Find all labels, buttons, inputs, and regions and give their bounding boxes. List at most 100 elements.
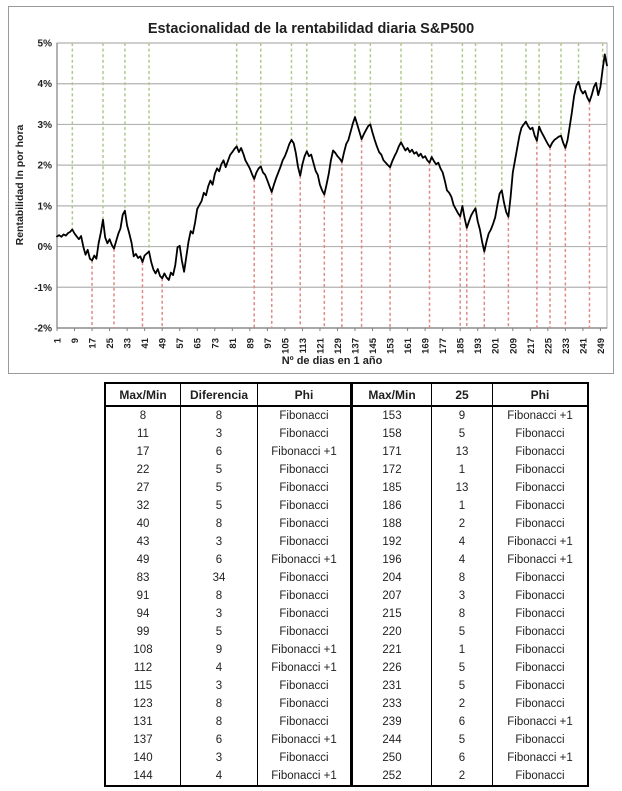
- table-cell: 220: [350, 623, 432, 641]
- table-cell: Fibonacci: [492, 461, 588, 479]
- table-cell: Fibonacci: [492, 767, 588, 786]
- table-cell: Fibonacci +1: [257, 443, 352, 461]
- x-tick-label: 89: [245, 338, 256, 349]
- table-cell: 131: [104, 713, 181, 731]
- table-cell: 5: [180, 479, 258, 497]
- x-axis-title: Nº de dias en 1 año: [282, 355, 383, 367]
- table-cell: 158: [350, 425, 432, 443]
- table-cell: 2: [431, 767, 493, 786]
- table-cell: 186: [350, 497, 432, 515]
- series-line: [56, 53, 608, 281]
- table-cell: 49: [104, 551, 181, 569]
- table-cell: Fibonacci +1: [257, 641, 352, 659]
- table-header-cell: Phi: [257, 383, 352, 407]
- y-tick-label: 4%: [38, 79, 53, 90]
- x-tick-label: 57: [175, 338, 186, 349]
- table-cell: 4: [180, 659, 258, 677]
- table-cell: Fibonacci: [257, 605, 352, 623]
- table-cell: 137: [104, 731, 181, 749]
- table-row: 112 4 Fibonacci +1 226 5 Fibonacci: [104, 659, 588, 677]
- x-tick-label: 97: [263, 338, 274, 349]
- x-tick-label: 161: [403, 337, 414, 354]
- table-row: 144 4 Fibonacci +1 252 2 Fibonacci: [104, 767, 588, 786]
- table-row: 27 5 Fibonacci 185 13 Fibonacci: [104, 479, 588, 497]
- table-cell: Fibonacci +1: [492, 406, 588, 425]
- x-tick-label: 145: [368, 337, 379, 354]
- table-cell: 3: [180, 425, 258, 443]
- x-tick-label: 49: [158, 338, 169, 349]
- x-tick-label: 185: [456, 337, 467, 354]
- table-cell: Fibonacci: [257, 425, 352, 443]
- x-tick-label: 249: [596, 338, 607, 354]
- table-cell: Fibonacci: [492, 641, 588, 659]
- table-row: 94 3 Fibonacci 215 8 Fibonacci: [104, 605, 588, 623]
- x-tick-label: 65: [193, 337, 204, 348]
- y-tick-label: 3%: [38, 120, 53, 131]
- table-row: 22 5 Fibonacci 172 1 Fibonacci: [104, 461, 588, 479]
- table-cell: 2: [431, 695, 493, 713]
- table-cell: 112: [104, 659, 181, 677]
- table-cell: Fibonacci: [257, 713, 352, 731]
- table-cell: Fibonacci +1: [492, 551, 588, 569]
- x-tick-label: 121: [315, 337, 326, 354]
- table-cell: Fibonacci: [492, 623, 588, 641]
- y-tick-label: 5%: [38, 39, 53, 50]
- table-cell: 3: [180, 677, 258, 695]
- table-cell: Fibonacci: [257, 479, 352, 497]
- table-cell: 3: [431, 587, 493, 605]
- table-cell: 8: [180, 587, 258, 605]
- x-tick-label: 73: [210, 338, 221, 349]
- x-tick-label: 209: [508, 338, 519, 354]
- table-cell: 5: [431, 623, 493, 641]
- table-cell: 1: [431, 461, 493, 479]
- table-cell: 123: [104, 695, 181, 713]
- table-cell: 8: [180, 406, 258, 425]
- table-cell: 4: [431, 533, 493, 551]
- table-cell: 226: [350, 659, 432, 677]
- table-cell: 13: [431, 479, 493, 497]
- x-tick-label: 25: [105, 337, 116, 348]
- table-cell: Fibonacci: [492, 659, 588, 677]
- table-cell: 192: [350, 533, 432, 551]
- table-cell: 32: [104, 497, 181, 515]
- table-cell: 6: [431, 749, 493, 767]
- table-cell: 250: [350, 749, 432, 767]
- table-cell: 11: [104, 425, 181, 443]
- x-tick-label: 233: [561, 338, 572, 354]
- table-row: 140 3 Fibonacci 250 6 Fibonacci +1: [104, 749, 588, 767]
- table-cell: 196: [350, 551, 432, 569]
- table-cell: 3: [180, 749, 258, 767]
- table-cell: 5: [431, 731, 493, 749]
- table-cell: 1: [431, 497, 493, 515]
- table-cell: 6: [180, 443, 258, 461]
- table-row: 40 8 Fibonacci 188 2 Fibonacci: [104, 515, 588, 533]
- table-row: 131 8 Fibonacci 239 6 Fibonacci +1: [104, 713, 588, 731]
- table-row: 99 5 Fibonacci 220 5 Fibonacci: [104, 623, 588, 641]
- table-cell: Fibonacci: [257, 695, 352, 713]
- table-cell: 153: [350, 406, 432, 425]
- table-cell: 40: [104, 515, 181, 533]
- table-cell: Fibonacci: [257, 461, 352, 479]
- table-cell: 6: [431, 713, 493, 731]
- table-cell: 171: [350, 443, 432, 461]
- table-cell: Fibonacci: [257, 515, 352, 533]
- table-cell: Fibonacci: [492, 587, 588, 605]
- table-cell: 22: [104, 461, 181, 479]
- table-row: 137 6 Fibonacci +1 244 5 Fibonacci: [104, 731, 588, 749]
- table-cell: 115: [104, 677, 181, 695]
- table-cell: 140: [104, 749, 181, 767]
- table-cell: 3: [180, 605, 258, 623]
- table-cell: 43: [104, 533, 181, 551]
- table-cell: 204: [350, 569, 432, 587]
- x-tick-label: 169: [421, 338, 432, 354]
- x-tick-label: 17: [88, 338, 99, 349]
- table-cell: 8: [180, 515, 258, 533]
- table-cell: 4: [180, 767, 258, 786]
- table-cell: 188: [350, 515, 432, 533]
- x-tick-label: 241: [578, 337, 589, 354]
- table-cell: 27: [104, 479, 181, 497]
- table-cell: Fibonacci: [257, 497, 352, 515]
- plot-area: 5% 4% 3% 2% 1% 0% -1% -2%1 9 17 25 33 41 49 57 65 73 81 89…: [34, 39, 608, 354]
- table-cell: Fibonacci: [257, 406, 352, 425]
- table-cell: 1: [431, 641, 493, 659]
